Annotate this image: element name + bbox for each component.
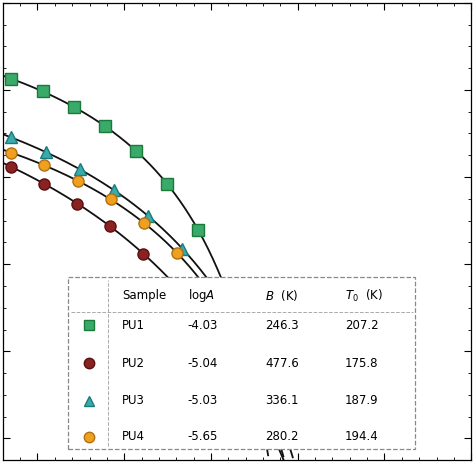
Text: 187.9: 187.9: [345, 394, 378, 407]
Text: 246.3: 246.3: [265, 319, 299, 332]
Text: Sample: Sample: [122, 289, 166, 302]
Text: 175.8: 175.8: [345, 357, 378, 369]
Text: $B$  (K): $B$ (K): [265, 288, 299, 303]
Text: -5.03: -5.03: [188, 394, 218, 407]
Text: 280.2: 280.2: [265, 430, 299, 443]
Text: 194.4: 194.4: [345, 430, 379, 443]
Text: 336.1: 336.1: [265, 394, 299, 407]
Text: -5.65: -5.65: [188, 430, 218, 443]
Text: -5.04: -5.04: [188, 357, 218, 369]
Text: 207.2: 207.2: [345, 319, 378, 332]
Text: $T_0$  (K): $T_0$ (K): [345, 288, 383, 304]
Text: PU4: PU4: [122, 430, 145, 443]
Text: PU3: PU3: [122, 394, 145, 407]
FancyBboxPatch shape: [68, 277, 415, 449]
Text: 477.6: 477.6: [265, 357, 299, 369]
Text: PU2: PU2: [122, 357, 145, 369]
Text: log$A$: log$A$: [188, 287, 215, 304]
Text: PU1: PU1: [122, 319, 145, 332]
Text: -4.03: -4.03: [188, 319, 218, 332]
